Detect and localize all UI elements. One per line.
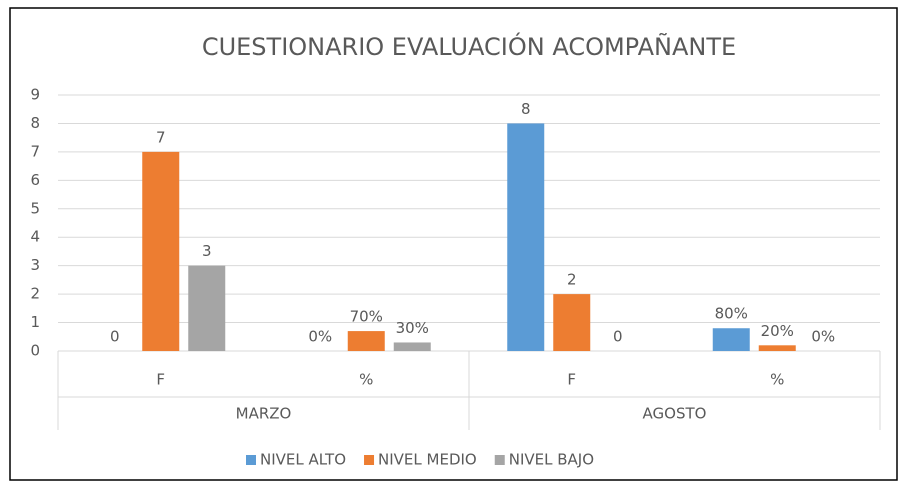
legend-swatch bbox=[364, 455, 375, 465]
y-tick-label: 8 bbox=[30, 114, 40, 132]
group-label: MARZO bbox=[236, 405, 292, 423]
data-label: 8 bbox=[521, 100, 531, 118]
y-tick-label: 9 bbox=[30, 86, 40, 104]
legend-swatch bbox=[494, 455, 505, 465]
bar bbox=[758, 345, 796, 351]
chart-title: CUESTIONARIO EVALUACIÓN ACOMPAÑANTE bbox=[202, 31, 736, 61]
bar bbox=[393, 342, 431, 351]
data-label: 0% bbox=[811, 328, 835, 346]
y-tick-label: 3 bbox=[30, 256, 40, 274]
x-tick-label: F bbox=[567, 371, 576, 389]
data-label: 0 bbox=[613, 328, 623, 346]
x-tick-label: F bbox=[156, 371, 165, 389]
bar bbox=[553, 294, 591, 351]
data-label: 20% bbox=[761, 322, 794, 340]
y-tick-label: 1 bbox=[30, 313, 40, 331]
legend-label: NIVEL MEDIO bbox=[378, 451, 477, 469]
data-label: 0% bbox=[308, 328, 332, 346]
data-label: 70% bbox=[350, 308, 383, 326]
x-tick-label: % bbox=[770, 371, 784, 389]
data-label: 7 bbox=[156, 128, 166, 146]
group-label: AGOSTO bbox=[643, 405, 707, 423]
bar bbox=[347, 331, 385, 351]
data-label: 80% bbox=[715, 305, 748, 323]
legend-label: NIVEL BAJO bbox=[509, 451, 594, 469]
legend-swatch bbox=[246, 455, 256, 465]
data-label: 0 bbox=[110, 328, 120, 346]
data-label: 30% bbox=[396, 319, 429, 337]
y-tick-label: 0 bbox=[30, 342, 40, 360]
bar bbox=[712, 328, 750, 351]
y-tick-label: 7 bbox=[30, 142, 40, 160]
y-tick-label: 5 bbox=[30, 199, 40, 217]
bar bbox=[188, 265, 226, 351]
bar bbox=[507, 123, 545, 351]
x-tick-label: % bbox=[359, 371, 373, 389]
data-label: 2 bbox=[567, 271, 577, 289]
legend-label: NIVEL ALTO bbox=[260, 451, 346, 469]
bar bbox=[142, 151, 180, 351]
y-tick-label: 6 bbox=[30, 171, 40, 189]
data-label: 3 bbox=[202, 242, 212, 260]
y-tick-label: 2 bbox=[30, 285, 40, 303]
y-tick-label: 4 bbox=[30, 228, 40, 246]
